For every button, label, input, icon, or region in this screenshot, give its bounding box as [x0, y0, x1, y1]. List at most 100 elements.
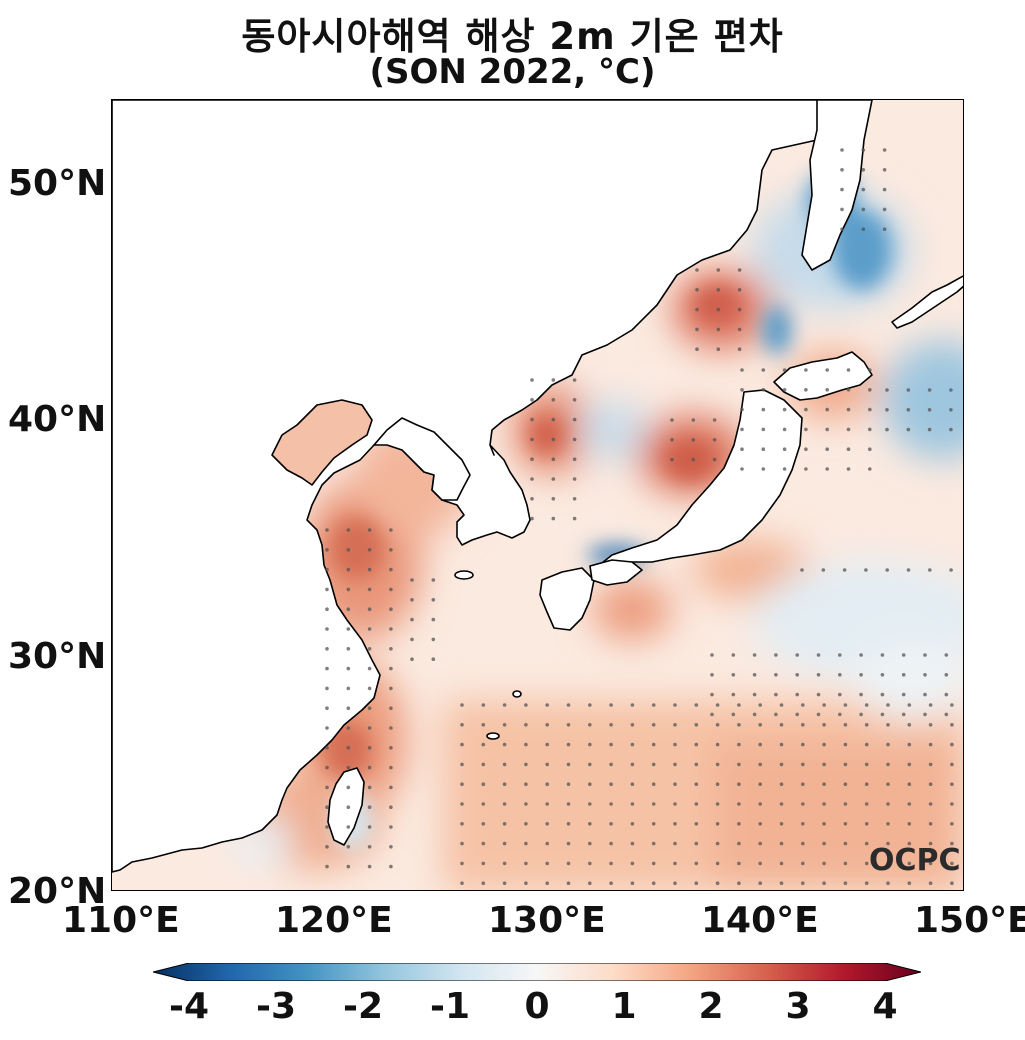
stipple-dot [761, 447, 766, 452]
stipple-dot [502, 703, 507, 707]
stipple-dot [609, 881, 613, 885]
stipple-dot [886, 841, 890, 846]
stipple-dot [928, 762, 933, 767]
stipple-dot [651, 723, 656, 727]
stipple-dot [367, 746, 372, 750]
stipple-dot [588, 841, 592, 846]
map-title: 동아시아해역 해상 2m 기온 편차 [241, 15, 784, 58]
stipple-dot [651, 841, 656, 846]
stipple-dot [950, 822, 954, 826]
stipple-dot [923, 712, 927, 717]
stipple-dot [630, 802, 635, 806]
stipple-dot [566, 841, 571, 846]
stipple-dot [886, 703, 890, 707]
stipple-dot [859, 692, 863, 697]
colorbar-label: 0 [524, 986, 550, 1027]
stipple-dot [882, 207, 887, 212]
stipple-dot [325, 666, 329, 671]
stipple-dot [737, 742, 741, 747]
stipple-dot [825, 388, 829, 392]
stipple-dot [906, 388, 911, 392]
stipple-dot [886, 861, 890, 866]
stipple-dot [530, 457, 534, 462]
stipple-dot [431, 637, 436, 642]
stipple-dot [901, 653, 906, 657]
stipple-dot [673, 703, 677, 707]
stipple-dot [868, 407, 872, 412]
stipple-dot [843, 881, 848, 885]
stipple-dot [846, 447, 851, 452]
stipple-dot [545, 841, 549, 846]
stipple-dot [864, 782, 869, 786]
stipple-dot [715, 703, 720, 707]
stipple-dot [524, 703, 528, 707]
stipple-dot [715, 742, 720, 747]
stipple-dot [816, 712, 821, 717]
stipple-dot [950, 782, 954, 786]
stipple-dot [460, 762, 464, 767]
stipple-dot [630, 762, 635, 767]
stipple-dot [325, 706, 329, 710]
stipple-dot [346, 548, 351, 552]
stipple-dot [651, 782, 656, 786]
stipple-dot [545, 782, 549, 786]
stipple-dot [950, 762, 954, 767]
stipple-dot [906, 427, 911, 432]
stipple-dot [346, 587, 351, 592]
stipple-dot [864, 822, 869, 826]
stipple-dot [758, 703, 762, 707]
stipple-dot [731, 653, 736, 657]
stipple-dot [588, 782, 592, 786]
stipple-dot [821, 568, 826, 572]
stipple-dot [782, 447, 787, 452]
stipple-dot [694, 782, 699, 786]
land [112, 100, 963, 873]
stipple-dot [886, 881, 890, 885]
stipple-dot [795, 692, 799, 697]
stipple-dot [779, 723, 784, 727]
stipple-dot [740, 467, 744, 471]
stipple-dot [782, 427, 787, 432]
stipple-dot [524, 782, 528, 786]
stipple-dot [572, 417, 577, 422]
stipple-dot [481, 861, 486, 866]
stipple-dot [325, 746, 329, 750]
stipple-dot [325, 627, 329, 631]
stipple-dot [389, 746, 393, 750]
stipple-dot [712, 418, 717, 422]
stipple-dot [880, 712, 885, 717]
stipple-dot [822, 723, 826, 727]
stipple-dot [695, 268, 699, 272]
stipple-dot [530, 497, 534, 501]
stipple-dot [761, 427, 766, 432]
stipple-dot [950, 742, 954, 747]
stipple-dot [861, 227, 866, 231]
stipple-dot [886, 802, 890, 806]
stipple-dot [861, 148, 866, 152]
stipple-dot [389, 706, 393, 710]
stipple-dot [609, 841, 613, 846]
stipple-dot [740, 427, 744, 432]
stipple-dot [712, 438, 717, 442]
lon-tick-140: 140°E [701, 900, 819, 941]
stipple-dot [801, 742, 805, 747]
stipple-dot [801, 703, 805, 707]
stipple-dot [481, 742, 486, 747]
stipple-dot [673, 742, 677, 747]
stipple-dot [822, 822, 826, 826]
stipple-dot [864, 802, 869, 806]
stipple-dot [481, 881, 486, 885]
stipple-dot [524, 841, 528, 846]
stipple-dot [846, 467, 851, 471]
stipple-dot [816, 653, 821, 657]
stipple-dot [864, 881, 869, 885]
stipple-dot [880, 692, 885, 697]
stipple-dot [325, 647, 329, 651]
stipple-dot [524, 742, 528, 747]
stipple-dot [367, 845, 372, 849]
stipple-dot [367, 785, 372, 790]
stipple-dot [346, 726, 351, 730]
stipple-dot [325, 726, 329, 730]
stipple-dot [460, 861, 464, 866]
stipple-dot [740, 388, 744, 392]
